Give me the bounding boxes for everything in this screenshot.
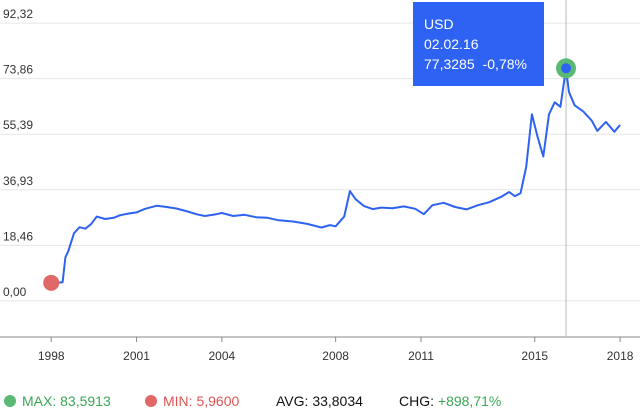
x-tick-label: 2008 bbox=[322, 349, 349, 363]
tooltip-date: 02.02.16 bbox=[424, 36, 479, 52]
x-tick-label: 1998 bbox=[38, 349, 65, 363]
stats-bar: MAX: 83,5913 MIN: 5,9600 AVG: 33,8034 CH… bbox=[0, 393, 640, 413]
chg-stat-label: CHG: bbox=[399, 393, 438, 409]
y-axis-labels: 92,32 73,86 55,39 36,93 18,46 0,00 bbox=[3, 7, 33, 299]
y-tick-label: 18,46 bbox=[3, 229, 33, 243]
tooltip-value-row: 77,3285 -0,78% bbox=[424, 54, 544, 74]
max-stat: MAX: 83,5913 bbox=[4, 393, 111, 409]
x-tick-label: 2001 bbox=[123, 349, 150, 363]
y-tick-label: 92,32 bbox=[3, 7, 33, 21]
max-stat-label: MAX: 83,5913 bbox=[22, 393, 111, 409]
avg-stat: AVG: 33,8034 bbox=[276, 393, 363, 409]
tooltip-value: 77,3285 bbox=[424, 56, 475, 72]
line-chart: 92,32 73,86 55,39 36,93 18,46 0,00 1998 2001 20… bbox=[0, 0, 640, 363]
hover-point-marker[interactable] bbox=[561, 63, 572, 74]
min-point-marker[interactable] bbox=[43, 274, 60, 291]
y-tick-label: 0,00 bbox=[3, 285, 27, 299]
x-tick-label: 2004 bbox=[209, 349, 236, 363]
chg-stat-value: +898,71% bbox=[437, 393, 502, 409]
chg-stat: CHG: +898,71% bbox=[399, 393, 501, 409]
avg-stat-value: 33,8034 bbox=[312, 393, 363, 409]
y-tick-label: 36,93 bbox=[3, 174, 33, 188]
value-tooltip: USD 02.02.16 77,3285 -0,78% bbox=[413, 2, 544, 86]
x-axis: 1998 2001 2004 2008 2011 2015 2018 bbox=[0, 336, 640, 363]
min-dot-icon bbox=[145, 395, 157, 407]
min-stat: MIN: 5,9600 bbox=[145, 393, 239, 409]
y-tick-label: 55,39 bbox=[3, 118, 33, 132]
min-stat-label: MIN: 5,9600 bbox=[163, 393, 240, 409]
tooltip-currency: USD bbox=[424, 16, 454, 32]
max-dot-icon bbox=[4, 395, 16, 407]
x-tick-label: 2011 bbox=[408, 349, 434, 363]
grid-lines bbox=[0, 22, 640, 302]
x-tick-label: 2018 bbox=[607, 349, 634, 363]
tooltip-change: -0,78% bbox=[482, 56, 527, 72]
avg-stat-label: AVG: bbox=[276, 393, 313, 409]
y-tick-label: 73,86 bbox=[3, 63, 33, 77]
series-line bbox=[51, 67, 621, 284]
x-tick-label: 2015 bbox=[521, 349, 548, 363]
